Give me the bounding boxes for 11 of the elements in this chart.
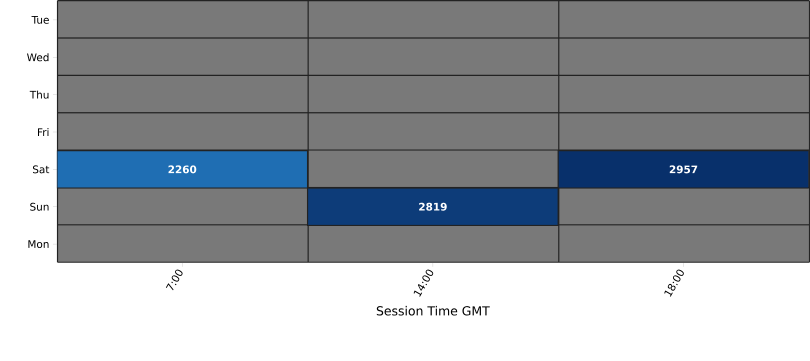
y-tick-label: Tue — [32, 16, 49, 24]
data-label: 2260 — [168, 166, 196, 174]
y-tick-label: Fri — [38, 128, 48, 136]
y-tick-label: Mon — [28, 240, 49, 248]
x-axis-title: Session Time GMT — [376, 306, 490, 316]
data-label: 2819 — [419, 202, 447, 211]
y-tick-label: Sat — [32, 166, 50, 174]
data-label: 2957 — [670, 166, 698, 174]
y-tick-label: Thu — [30, 90, 48, 99]
y-tick-label: Sun — [30, 202, 49, 211]
y-tick-label: Wed — [26, 53, 48, 62]
